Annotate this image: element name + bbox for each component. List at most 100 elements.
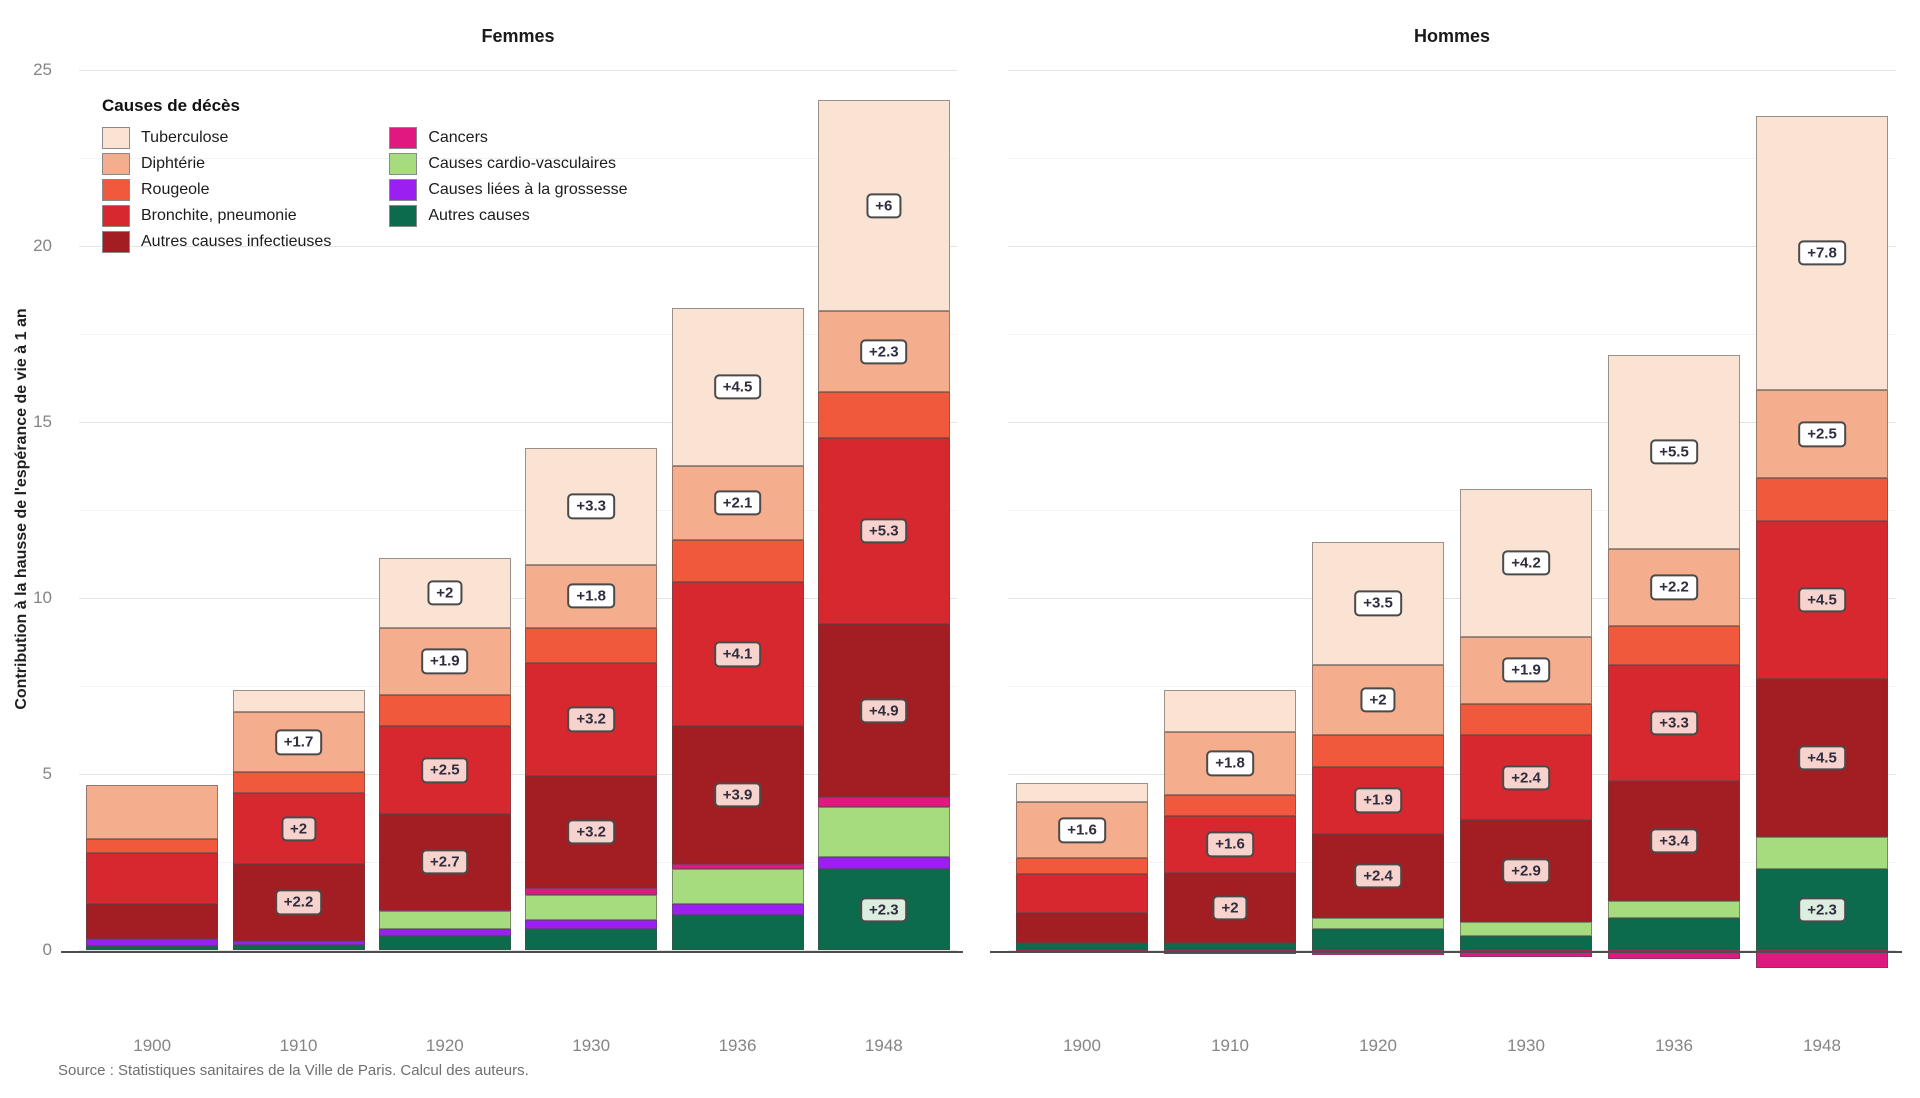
- legend-label: Bronchite, pneumonie: [141, 207, 297, 224]
- x-axis-line: [990, 951, 1902, 953]
- gridline-major: [79, 598, 957, 599]
- gridline-minor: [79, 686, 957, 687]
- bar-segment: [232, 941, 365, 945]
- bar-value-label: +2: [427, 580, 463, 606]
- bar-value-label: +2.3: [860, 896, 908, 923]
- bar-segment: [525, 928, 658, 950]
- legend-swatch-icon: [102, 127, 130, 149]
- legend-swatch-icon: [102, 179, 130, 201]
- y-tick-label: 20: [33, 236, 52, 255]
- bar-segment: [1608, 950, 1740, 959]
- bar-segment: [232, 944, 365, 950]
- x-tick-label: 1920: [425, 1036, 464, 1055]
- x-tick-label: 1948: [864, 1036, 903, 1055]
- bar-value-label: +3.3: [1650, 710, 1698, 736]
- bar-segment: [671, 539, 804, 583]
- gridline-major: [79, 422, 957, 423]
- bar-value-label: +2.2: [1650, 574, 1698, 601]
- legend-swatch-icon: [102, 153, 130, 175]
- bar-segment: [671, 869, 804, 905]
- bar-segment: [1164, 942, 1296, 950]
- bar-value-label: +1.8: [1206, 750, 1254, 777]
- bar-segment: [817, 392, 950, 438]
- legend-item: Bronchite, pneumonie: [102, 204, 331, 228]
- bar-segment: [1016, 782, 1148, 803]
- bar-segment: [1608, 918, 1740, 950]
- gridline-major: [1008, 70, 1896, 71]
- bar-value-label: +2.5: [1798, 421, 1846, 447]
- bar-value-label: +3.2: [567, 706, 615, 733]
- bar-segment: [1460, 950, 1592, 958]
- legend-swatch-icon: [389, 127, 418, 149]
- bar-segment: [86, 939, 219, 947]
- legend-item: Causes liées à la grossesse: [389, 178, 628, 202]
- y-tick-label: 15: [33, 412, 52, 431]
- bar-value-label: +1.6: [1058, 817, 1106, 843]
- bar-segment: [1756, 837, 1888, 870]
- bar-segment: [1460, 935, 1592, 950]
- legend-item: Diphtérie: [102, 152, 331, 176]
- bar-segment: [86, 839, 219, 854]
- legend-label: Autres causes infectieuses: [141, 233, 332, 250]
- x-axis-line: [61, 951, 963, 953]
- bar-value-label: +5.5: [1650, 439, 1698, 465]
- gridline-major: [79, 774, 957, 775]
- bar-segment: [1016, 913, 1148, 943]
- legend: Causes de décès Tuberculose Diphtérie Roug…: [102, 96, 628, 254]
- bar-segment: [1016, 874, 1148, 914]
- gridline-minor: [1008, 334, 1896, 335]
- bar-segment: [671, 914, 804, 950]
- gridline-major: [79, 246, 957, 247]
- bar-value-label: +2: [1212, 895, 1248, 921]
- bar-segment: [817, 796, 950, 808]
- bar-segment: [817, 807, 950, 857]
- bar-value-label: +6: [866, 192, 902, 219]
- gridline-minor: [79, 510, 957, 511]
- bar-segment: [525, 895, 658, 921]
- bar-segment: [1312, 735, 1444, 767]
- x-tick-label: 1900: [1063, 1036, 1101, 1055]
- bar-value-label: +4.2: [1502, 550, 1550, 576]
- x-tick-label: 1900: [133, 1036, 172, 1055]
- bar-segment: [378, 935, 511, 950]
- x-tick-label: 1910: [279, 1036, 318, 1055]
- bar-value-label: +2.2: [274, 889, 323, 916]
- bar-segment: [1164, 795, 1296, 817]
- bar-segment: [1016, 950, 1148, 952]
- bar-segment: [1312, 928, 1444, 950]
- bar-value-label: +1.9: [1354, 787, 1402, 814]
- y-tick-label: 10: [33, 588, 52, 607]
- gridline-minor: [1008, 510, 1896, 511]
- bar-value-label: +4.5: [1798, 587, 1846, 613]
- legend-label: Tuberculose: [141, 129, 229, 146]
- bar-value-label: +1.8: [567, 583, 615, 609]
- bar-value-label: +1.9: [1502, 657, 1550, 683]
- bar-segment: [378, 911, 511, 929]
- bar-segment: [378, 694, 511, 727]
- bar-segment: [1164, 689, 1296, 732]
- legend-column-2: Cancers Causes cardio-vasculaires Causes l…: [389, 126, 628, 254]
- gridline-minor: [79, 862, 957, 863]
- legend-label: Cancers: [428, 129, 488, 146]
- legend-label: Causes liées à la grossesse: [428, 181, 628, 198]
- legend-label: Autres causes: [428, 207, 530, 224]
- bar-segment: [525, 920, 658, 929]
- bar-segment: [86, 784, 219, 840]
- x-tick-label: 1930: [1507, 1036, 1545, 1055]
- bar-value-label: +1.9: [421, 648, 469, 674]
- legend-swatch-icon: [102, 205, 130, 227]
- bar-segment: [1608, 626, 1740, 665]
- bar-value-label: +3.5: [1354, 590, 1402, 616]
- bar-segment: [378, 928, 511, 936]
- legend-swatch-icon: [389, 205, 418, 227]
- x-tick-label: 1948: [1803, 1036, 1841, 1055]
- bar-segment: [86, 946, 219, 950]
- bar-segment: [525, 627, 658, 664]
- legend-label: Causes cardio-vasculaires: [428, 155, 616, 172]
- bar-value-label: +1.7: [274, 729, 323, 755]
- bar-segment: [1460, 703, 1592, 736]
- bar-value-label: +2.9: [1502, 858, 1550, 884]
- x-tick-label: 1936: [1655, 1036, 1693, 1055]
- bar-value-label: +4.9: [860, 698, 908, 724]
